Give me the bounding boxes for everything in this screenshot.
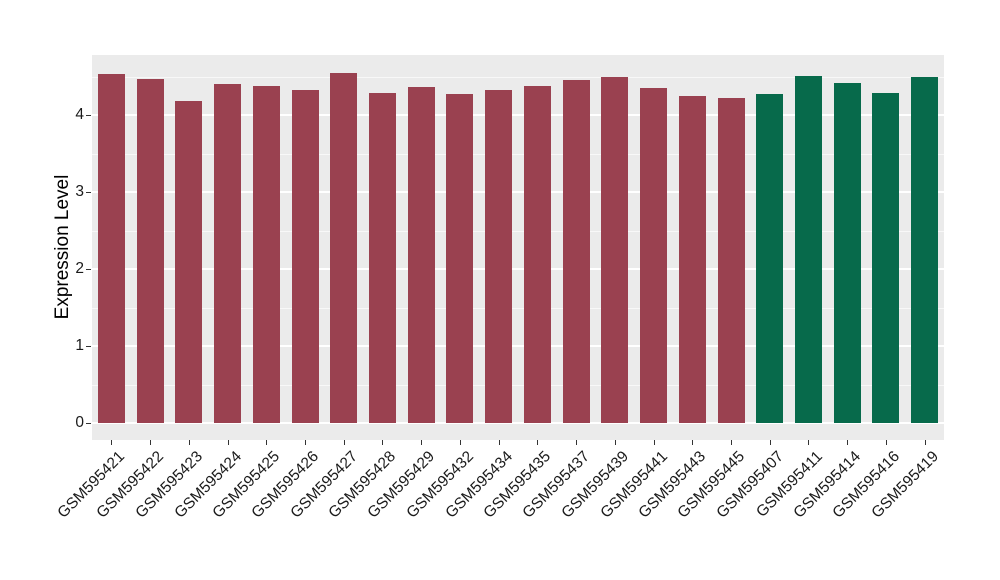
gridline-minor [92, 384, 944, 386]
y-tick-label-1: 1 [75, 337, 84, 354]
x-tick-mark [731, 440, 732, 445]
gridline-major [92, 268, 944, 270]
bar-GSM595437 [562, 80, 590, 423]
x-tick-mark [924, 440, 926, 445]
bar-GSM595421 [97, 74, 125, 423]
bar-GSM595419 [911, 77, 939, 423]
y-tick-mark [86, 269, 91, 270]
bar-GSM595423 [175, 101, 203, 423]
bar-GSM595425 [252, 85, 280, 423]
bar-GSM595439 [601, 76, 629, 423]
bar-GSM595414 [833, 82, 861, 423]
plot-panel [92, 55, 944, 440]
bar-GSM595432 [446, 94, 474, 423]
x-tick-mark [885, 440, 887, 445]
x-tick-mark [305, 440, 306, 445]
y-tick-mark [86, 115, 91, 116]
bar-GSM595443 [678, 95, 706, 423]
y-tick-mark [86, 346, 91, 347]
gridline-major [92, 114, 944, 116]
y-tick-mark [86, 192, 91, 193]
bar-GSM595416 [872, 92, 900, 423]
bar-GSM595428 [368, 92, 396, 423]
gridline-major [92, 345, 944, 347]
y-tick-label-4: 4 [75, 106, 84, 123]
bar-GSM595427 [330, 72, 358, 423]
x-tick-mark [421, 440, 423, 445]
gridline-minor [92, 76, 944, 78]
gridline-major [92, 191, 944, 193]
x-tick-mark [808, 440, 810, 445]
bar-GSM595435 [523, 85, 551, 423]
gridline-minor [92, 153, 944, 155]
x-tick-mark [382, 440, 384, 445]
bar-GSM595407 [756, 94, 784, 423]
bar-GSM595424 [214, 84, 242, 423]
x-tick-mark [227, 440, 229, 445]
x-tick-mark [459, 440, 461, 445]
gridline-minor [92, 230, 944, 232]
bar-GSM595429 [407, 86, 435, 423]
x-tick-mark [266, 440, 268, 445]
gridline-major [92, 422, 944, 424]
bar-GSM595434 [485, 90, 513, 423]
x-tick-mark [769, 440, 771, 445]
x-tick-mark [653, 440, 655, 445]
x-tick-mark [343, 440, 345, 445]
bar-GSM595411 [794, 75, 822, 423]
y-tick-label-2: 2 [75, 260, 84, 277]
x-tick-mark [847, 440, 849, 445]
y-tick-label-0: 0 [75, 414, 84, 431]
bar-GSM595445 [717, 98, 745, 423]
x-tick-mark [692, 440, 694, 445]
x-tick-mark [150, 440, 152, 445]
x-tick-mark [111, 440, 113, 445]
gridline-minor [92, 307, 944, 309]
x-tick-mark [498, 440, 500, 445]
x-tick-mark [537, 440, 539, 445]
y-tick-label-3: 3 [75, 183, 84, 200]
bar-GSM595422 [136, 78, 164, 423]
x-tick-mark [614, 440, 616, 445]
x-tick-mark [188, 440, 190, 445]
bar-GSM595426 [291, 89, 319, 423]
x-tick-mark [576, 440, 578, 445]
y-tick-mark [86, 423, 91, 424]
bar-GSM595441 [640, 88, 668, 423]
